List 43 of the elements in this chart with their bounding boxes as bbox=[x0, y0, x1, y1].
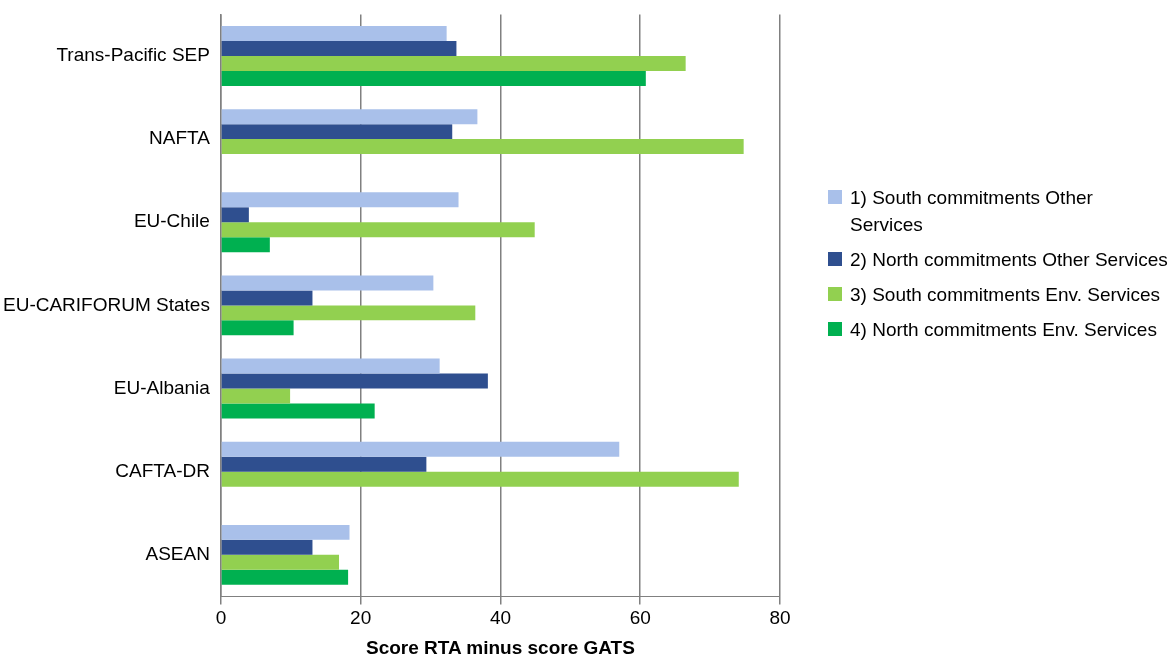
bar bbox=[221, 554, 340, 570]
bar bbox=[221, 207, 249, 223]
x-tick-label: 60 bbox=[629, 607, 651, 629]
bar bbox=[221, 55, 686, 71]
bar bbox=[221, 222, 535, 238]
bar bbox=[221, 192, 459, 208]
y-tick-label: NAFTA bbox=[149, 127, 211, 149]
bar bbox=[221, 124, 453, 140]
bar bbox=[221, 275, 434, 291]
bar bbox=[221, 403, 375, 419]
bar bbox=[221, 569, 349, 585]
y-tick-label: Trans-Pacific SEP bbox=[56, 44, 210, 66]
y-tick-label: EU-CARIFORUM States bbox=[2, 293, 210, 315]
x-tick-label: 80 bbox=[769, 607, 791, 629]
y-tick-label: ASEAN bbox=[145, 543, 210, 565]
bar bbox=[221, 305, 476, 321]
bar bbox=[221, 524, 350, 540]
bar bbox=[221, 441, 620, 457]
bar bbox=[221, 320, 294, 336]
bar bbox=[221, 41, 457, 56]
legend-label: 3) South commitments Env. Services bbox=[850, 283, 1161, 307]
legend-label: 4) North commitments Env. Services bbox=[850, 318, 1157, 342]
bar bbox=[221, 373, 488, 389]
bar bbox=[221, 109, 478, 125]
y-tick-label: EU-Albania bbox=[113, 376, 211, 398]
bar bbox=[221, 237, 270, 253]
bar bbox=[221, 26, 447, 42]
bar bbox=[221, 539, 313, 555]
bar bbox=[221, 290, 313, 306]
bar bbox=[221, 358, 440, 374]
x-tick-label: 0 bbox=[215, 607, 227, 629]
y-tick-label: EU-Chile bbox=[133, 210, 210, 232]
x-tick-label: 20 bbox=[350, 607, 372, 629]
bar bbox=[221, 139, 744, 155]
y-tick-label: CAFTA-DR bbox=[115, 459, 210, 481]
bar bbox=[221, 70, 646, 86]
bar bbox=[221, 388, 291, 404]
x-axis-title: Score RTA minus score GATS bbox=[366, 636, 635, 658]
bar bbox=[221, 471, 739, 487]
legend-label: 1) South commitments Other Services bbox=[850, 186, 1094, 237]
legend-label: 2) North commitments Other Services bbox=[850, 248, 1168, 272]
x-tick-label: 40 bbox=[489, 607, 512, 629]
bar bbox=[221, 456, 427, 472]
